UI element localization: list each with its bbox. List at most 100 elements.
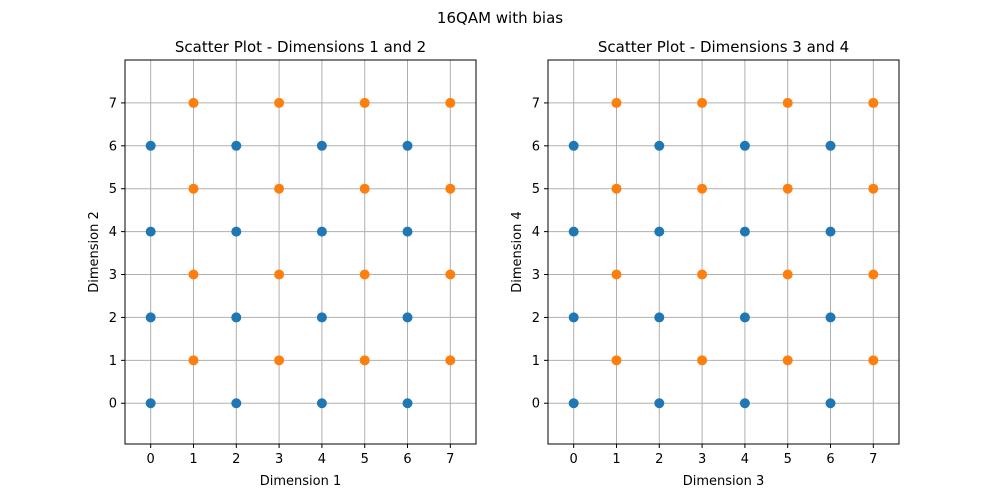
subplot-1-series-2-point — [445, 97, 456, 108]
subplot-1-xtick-label: 5 — [361, 452, 369, 467]
subplot-1-xtick-label: 1 — [189, 452, 197, 467]
subplot-1-series-1-point — [231, 140, 242, 151]
subplot-2-series-1-point — [654, 312, 665, 323]
subplot-1-series-2-point — [445, 183, 456, 194]
subplot-1-series-2-point — [445, 355, 456, 366]
subplot-2-series-2-point — [697, 183, 708, 194]
subplot-2-series-1-point — [568, 140, 579, 151]
subplot-1-series-2-point — [188, 355, 199, 366]
subplot-2-series-1-point — [568, 398, 579, 409]
subplot-1-series-1-point — [145, 140, 156, 151]
subplot-2-series-2-point — [868, 183, 879, 194]
subplot-2-series-1-point — [739, 140, 750, 151]
subplot-2-series-1-point — [739, 226, 750, 237]
subplot-2-ytick-label: 4 — [532, 225, 540, 240]
subplot-1-series-1-point — [402, 312, 413, 323]
subplot-1-series-2-point — [359, 183, 370, 194]
subplot-1-series-2-point — [188, 97, 199, 108]
subplot-1-xtick-label: 7 — [446, 452, 454, 467]
subplot-2-series-1-point — [654, 398, 665, 409]
subplot-1-series-1-point — [316, 398, 327, 409]
subplot-2-xtick-label: 7 — [869, 452, 877, 467]
subplot-1-title: Scatter Plot - Dimensions 1 and 2 — [175, 38, 426, 56]
subplot-2-ytick-label: 2 — [532, 311, 540, 326]
subplot-2-series-1-point — [825, 398, 836, 409]
subplot-2-series-1-point — [568, 312, 579, 323]
subplot-1-ylabel: Dimension 2 — [87, 211, 102, 293]
subplot-1-series-2-point — [359, 97, 370, 108]
subplot-1-xtick-label: 2 — [232, 452, 240, 467]
subplot-2-series-1-point — [825, 226, 836, 237]
subplot-1-ytick-label: 6 — [109, 139, 117, 154]
subplot-2-xtick-label: 4 — [741, 452, 749, 467]
subplot-1-ytick-label: 7 — [109, 96, 117, 111]
subplot-1-xtick-label: 3 — [275, 452, 283, 467]
subplot-1-series-2-point — [274, 97, 285, 108]
subplot-2-ylabel: Dimension 4 — [510, 211, 525, 293]
subplot-1-ytick-label: 4 — [109, 225, 117, 240]
subplot-2-series-1-point — [825, 312, 836, 323]
subplot-1-series-1-point — [316, 140, 327, 151]
subplot-2-title: Scatter Plot - Dimensions 3 and 4 — [598, 38, 849, 56]
subplot-2-series-2-point — [782, 183, 793, 194]
subplot-1-series-1-point — [145, 398, 156, 409]
subplot-2-xtick-label: 3 — [698, 452, 706, 467]
subplot-1-xtick-label: 6 — [403, 452, 411, 467]
subplot-1-ytick-label: 1 — [109, 354, 117, 369]
subplot-1-series-1-point — [316, 226, 327, 237]
subplot-2-series-2-point — [611, 355, 622, 366]
subplot-1-xtick-label: 4 — [318, 452, 326, 467]
subplot-1-series-2-point — [445, 269, 456, 280]
subplot-2-series-1-point — [739, 312, 750, 323]
subplot-2: Scatter Plot - Dimensions 3 and 4 Dimens… — [510, 38, 900, 489]
subplot-1-ytick-label: 3 — [109, 268, 117, 283]
subplot-2-series-2-point — [611, 183, 622, 194]
subplot-1-ytick-label: 5 — [109, 182, 117, 197]
subplot-1-series-1-point — [231, 312, 242, 323]
subplot-2-xlabel: Dimension 3 — [683, 474, 765, 489]
subplot-2-ytick-label: 7 — [532, 96, 540, 111]
subplot-1-series-1-point — [145, 226, 156, 237]
subplot-1-series-1-point — [231, 226, 242, 237]
subplot-2-series-1-point — [654, 140, 665, 151]
subplot-2-series-2-point — [611, 269, 622, 280]
subplot-2-ytick-label: 5 — [532, 182, 540, 197]
subplot-2-axes-frame — [547, 59, 900, 445]
subplot-1-series-2-point — [188, 269, 199, 280]
subplot-2-plot-area: 0 1 2 3 4 5 6 7 0 1 2 3 4 5 6 7 — [532, 59, 900, 467]
subplot-2-series-2-point — [868, 355, 879, 366]
subplot-1-series-1-point — [402, 226, 413, 237]
subplot-2-series-2-point — [782, 269, 793, 280]
subplot-1-axes-frame — [124, 59, 477, 445]
subplot-2-xtick-label: 0 — [570, 452, 578, 467]
subplot-2-ytick-label: 1 — [532, 354, 540, 369]
subplot-1-series-2-point — [359, 355, 370, 366]
subplot-2-series-2-point — [868, 269, 879, 280]
subplot-2-ytick-label: 0 — [532, 397, 540, 412]
subplot-1-xlabel: Dimension 1 — [260, 474, 342, 489]
subplot-2-series-2-point — [697, 97, 708, 108]
subplot-1-xtick-label: 0 — [147, 452, 155, 467]
subplot-2-series-1-point — [739, 398, 750, 409]
subplot-1-series-2-point — [359, 269, 370, 280]
subplot-1-series-1-point — [231, 398, 242, 409]
subplot-2-xtick-label: 6 — [826, 452, 834, 467]
subplot-2-series-2-point — [782, 355, 793, 366]
subplot-2-series-2-point — [611, 97, 622, 108]
subplot-2-series-2-point — [868, 97, 879, 108]
subplot-1-ytick-label: 0 — [109, 397, 117, 412]
subplot-2-series-2-point — [782, 97, 793, 108]
subplot-1-series-2-point — [274, 183, 285, 194]
subplot-2-xtick-label: 2 — [655, 452, 663, 467]
subplot-1-ytick-label: 2 — [109, 311, 117, 326]
subplot-2-series-1-point — [825, 140, 836, 151]
subplot-2-series-1-point — [654, 226, 665, 237]
subplot-2-xtick-label: 5 — [784, 452, 792, 467]
subplot-1-plot-area: 0 1 2 3 4 5 6 7 0 1 2 3 4 5 6 7 — [109, 59, 477, 467]
subplot-2-series-1-point — [568, 226, 579, 237]
subplot-1-series-2-point — [274, 355, 285, 366]
subplot-1-series-2-point — [274, 269, 285, 280]
subplot-1-series-1-point — [145, 312, 156, 323]
subplot-1-series-1-point — [402, 140, 413, 151]
